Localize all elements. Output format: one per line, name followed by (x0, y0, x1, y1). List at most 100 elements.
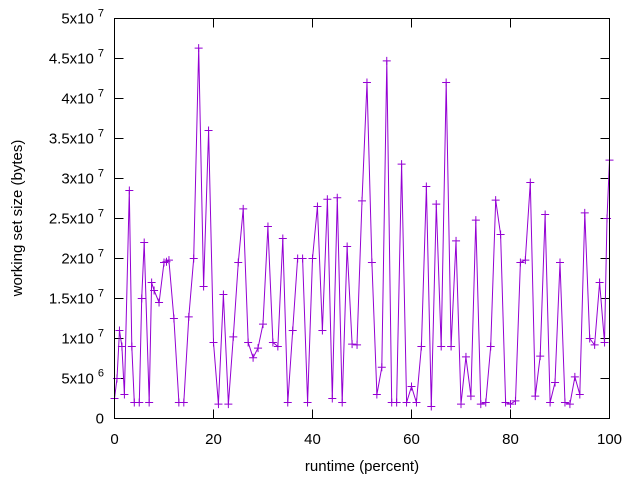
data-point-marker (263, 222, 272, 231)
data-point-marker (179, 398, 188, 407)
y-tick-label-base: 0 (96, 411, 104, 428)
data-point-marker (145, 398, 154, 407)
data-point-marker (412, 398, 421, 407)
data-point-marker (397, 160, 406, 169)
data-point-marker (516, 258, 525, 267)
x-tick-label: 20 (205, 431, 222, 448)
data-point-marker (526, 178, 535, 187)
data-point-marker (585, 334, 594, 343)
y-tick-label-exponent: 7 (98, 288, 104, 300)
x-tick-label: 100 (597, 431, 622, 448)
data-point-marker (209, 338, 218, 347)
data-point-marker (164, 256, 173, 265)
y-tick-label-exponent: 7 (98, 168, 104, 180)
data-point-marker (402, 398, 411, 407)
data-point-marker (511, 396, 520, 405)
data-point-marker (283, 398, 292, 407)
y-tick-label: 3.5x10 7 (49, 128, 104, 148)
data-point-marker (268, 338, 277, 347)
x-axis-title: runtime (percent) (305, 458, 419, 475)
data-point-marker (298, 254, 307, 263)
data-point-marker (481, 398, 490, 407)
data-point-marker (531, 392, 540, 401)
data-point-marker (560, 398, 569, 407)
data-point-marker (343, 242, 352, 251)
data-point-marker (595, 278, 604, 287)
data-point-marker (541, 210, 550, 219)
x-tick-marks (114, 18, 610, 419)
data-point-marker (432, 200, 441, 209)
data-point-marker (155, 298, 164, 307)
y-tick-label-exponent: 7 (98, 88, 104, 100)
y-tick-label: 5x10 7 (61, 8, 104, 28)
data-point-marker (244, 338, 253, 347)
data-point-marker (239, 204, 248, 213)
data-point-marker (259, 320, 267, 329)
data-point-marker (224, 400, 233, 409)
data-point-marker (249, 353, 258, 362)
data-point-marker (501, 398, 510, 407)
x-tick-label: 0 (110, 431, 118, 448)
data-point-marker (358, 196, 366, 205)
data-point-marker (486, 342, 495, 351)
y-tick-label-base: 1.5x10 (49, 291, 94, 308)
data-point-marker (338, 398, 347, 407)
data-point-marker (234, 258, 243, 267)
data-point-marker (288, 326, 297, 335)
data-point-marker (278, 234, 287, 243)
y-tick-label: 3x10 7 (61, 168, 104, 188)
data-point-marker (506, 400, 515, 409)
data-point-marker (254, 344, 263, 353)
y-tick-label-exponent: 7 (98, 8, 104, 20)
data-point-marker (546, 398, 555, 407)
x-tick-label: 60 (403, 431, 420, 448)
y-tick-label: 2x10 7 (61, 248, 104, 268)
data-point-marker (491, 196, 500, 205)
x-tick-label: 40 (304, 431, 321, 448)
data-point-marker (125, 186, 134, 195)
y-tick-label-exponent: 7 (98, 48, 104, 60)
data-point-marker (575, 390, 584, 399)
y-tick-label: 4.5x10 7 (49, 48, 104, 68)
data-point-marker (169, 314, 178, 323)
y-tick-label: 4x10 7 (61, 88, 104, 108)
y-tick-label: 5x10 6 (61, 368, 104, 388)
data-point-marker (204, 126, 213, 135)
data-point-marker (466, 392, 475, 401)
data-point-marker (590, 340, 599, 349)
data-point-marker (580, 208, 589, 217)
data-point-marker (407, 382, 416, 391)
series-line (114, 48, 610, 407)
data-point-marker (348, 340, 357, 349)
data-point-marker (273, 342, 282, 351)
data-point-marker (229, 332, 238, 341)
data-point-marker (556, 258, 564, 267)
data-point-marker (189, 254, 198, 263)
data-point-marker (600, 338, 609, 347)
y-tick-label-exponent: 7 (98, 208, 104, 220)
data-point-marker (184, 312, 193, 321)
y-tick-label: 0 (96, 411, 104, 428)
data-point-marker (120, 390, 129, 399)
x-tick-labels: 0 20 40 60 80 100 (110, 431, 622, 448)
data-point-marker (427, 402, 436, 411)
data-point-marker (147, 278, 156, 287)
data-point-marker (476, 400, 485, 409)
data-point-marker (452, 236, 461, 245)
data-point-marker (372, 390, 381, 399)
data-point-marker (127, 342, 136, 351)
data-point-marker (117, 342, 126, 351)
data-point-marker (461, 352, 470, 361)
data-point-marker (392, 398, 401, 407)
data-point-marker (377, 363, 386, 372)
data-point-marker (422, 182, 431, 191)
series-layer (110, 44, 614, 411)
data-point-marker (323, 195, 332, 204)
y-tick-label-base: 5x10 (61, 371, 94, 388)
y-tick-label-exponent: 6 (98, 368, 104, 380)
y-tick-marks (114, 18, 610, 419)
y-tick-label-base: 4.5x10 (49, 51, 94, 68)
data-point-marker (135, 398, 144, 407)
